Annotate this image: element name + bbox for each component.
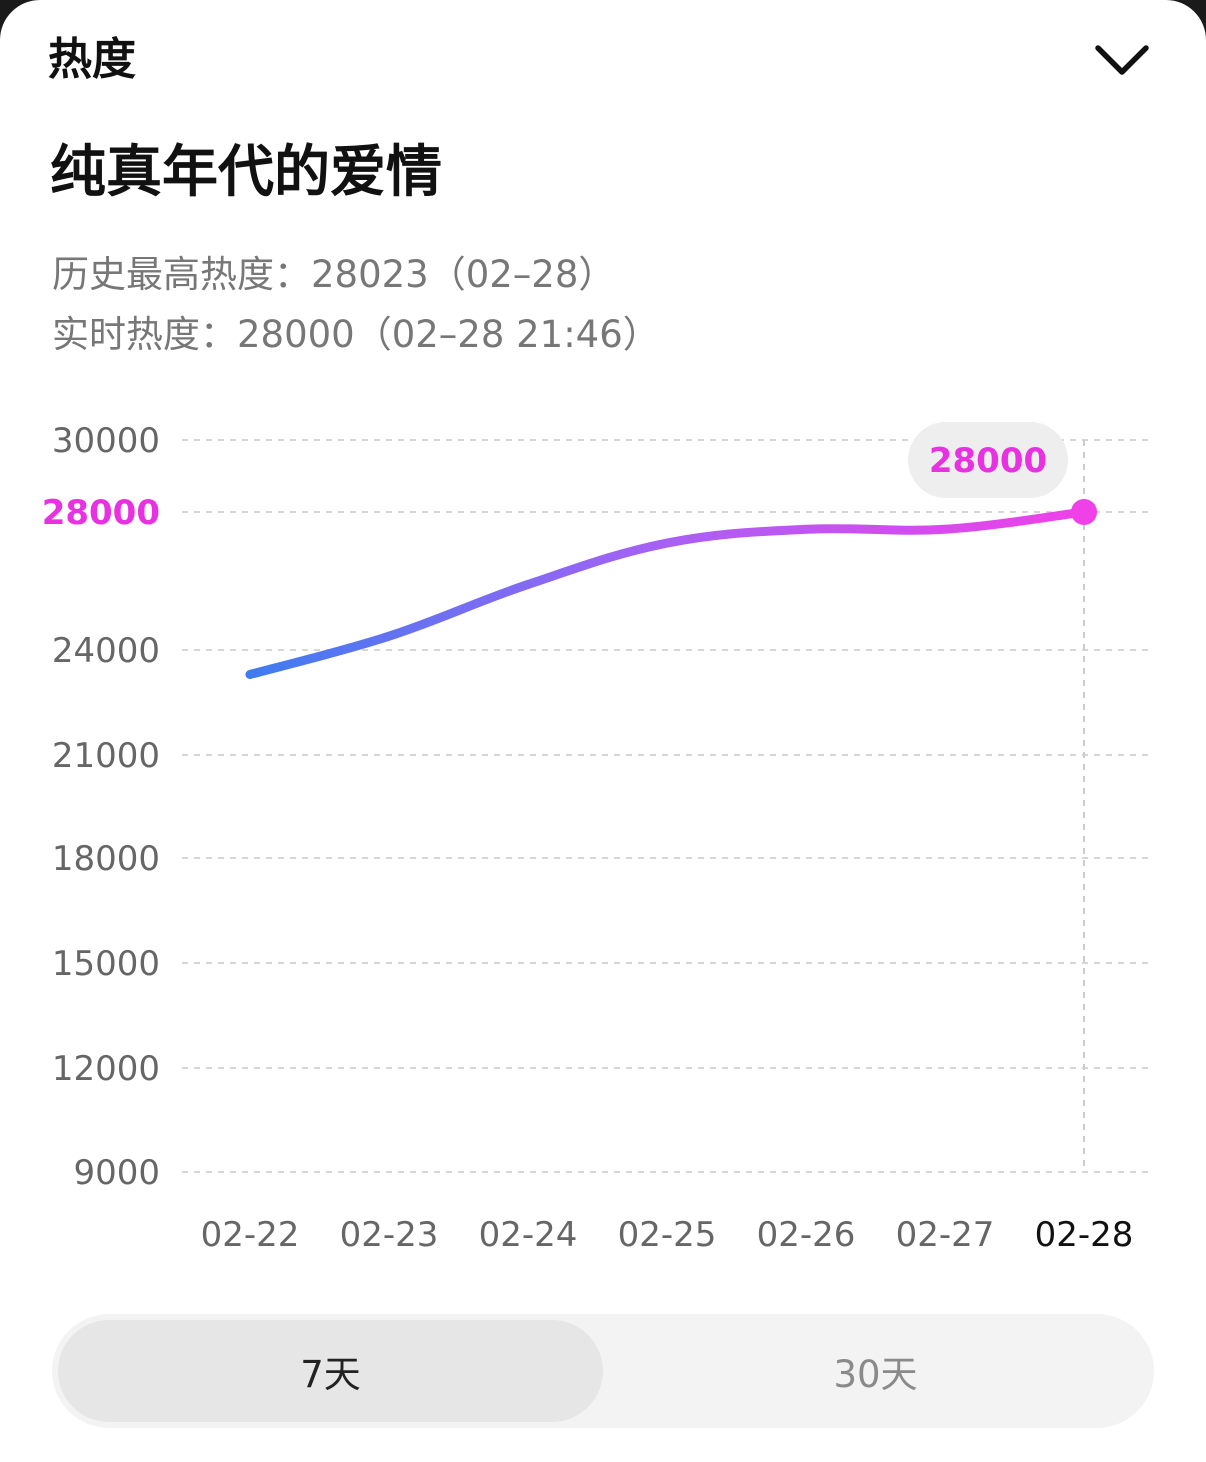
- x-tick-label: 02-25: [618, 1215, 717, 1255]
- tooltip-value: 28000: [929, 441, 1047, 481]
- grid-lines: [182, 439, 1150, 1173]
- range-segmented-control: 7天 30天: [52, 1314, 1154, 1428]
- y-tick-label: 24000: [52, 631, 160, 671]
- realtime-heat-line: 实时热度：28000（02–28 21:46）: [52, 313, 660, 356]
- tooltip-background: [908, 422, 1068, 498]
- x-tick-label: 02-26: [757, 1215, 856, 1255]
- x-tick-label: 02-28: [1035, 1215, 1134, 1255]
- x-tick-label: 02-24: [479, 1215, 578, 1255]
- y-tick-label: 15000: [52, 944, 160, 984]
- peak-heat-line: 历史最高热度：28023（02–28）: [52, 253, 616, 296]
- end-point-marker[interactable]: [1071, 499, 1097, 525]
- y-tick-label: 9000: [73, 1153, 160, 1193]
- collapse-button[interactable]: [1090, 30, 1154, 90]
- y-tick-label: 18000: [52, 839, 160, 879]
- x-axis-ticks: 02-22 02-23 02-24 02-25 02-26 02-27 02-28: [201, 1215, 1134, 1255]
- y-tick-label: 30000: [52, 421, 160, 461]
- chevron-down-icon: [1095, 45, 1149, 75]
- y-axis-ticks: 9000 12000 15000 18000 21000 24000 28000 30000: [42, 421, 160, 1193]
- x-tick-label: 02-23: [340, 1215, 439, 1255]
- y-tick-label: 28000: [42, 493, 160, 533]
- series-line: [245, 507, 1089, 679]
- range-tab-30-days[interactable]: 30天: [833, 1353, 918, 1396]
- y-tick-label: 12000: [52, 1049, 160, 1089]
- range-tab-7-days[interactable]: 7天: [58, 1320, 603, 1422]
- x-tick-label: 02-22: [201, 1215, 300, 1255]
- x-tick-label: 02-27: [896, 1215, 995, 1255]
- y-tick-label: 21000: [52, 736, 160, 776]
- value-tooltip: 28000: [908, 422, 1068, 498]
- heat-line-chart: 900012000150001800021000240002800030000 …: [42, 421, 1150, 1255]
- page-title: 纯真年代的爱情: [50, 140, 442, 205]
- header-title: 热度: [48, 34, 136, 85]
